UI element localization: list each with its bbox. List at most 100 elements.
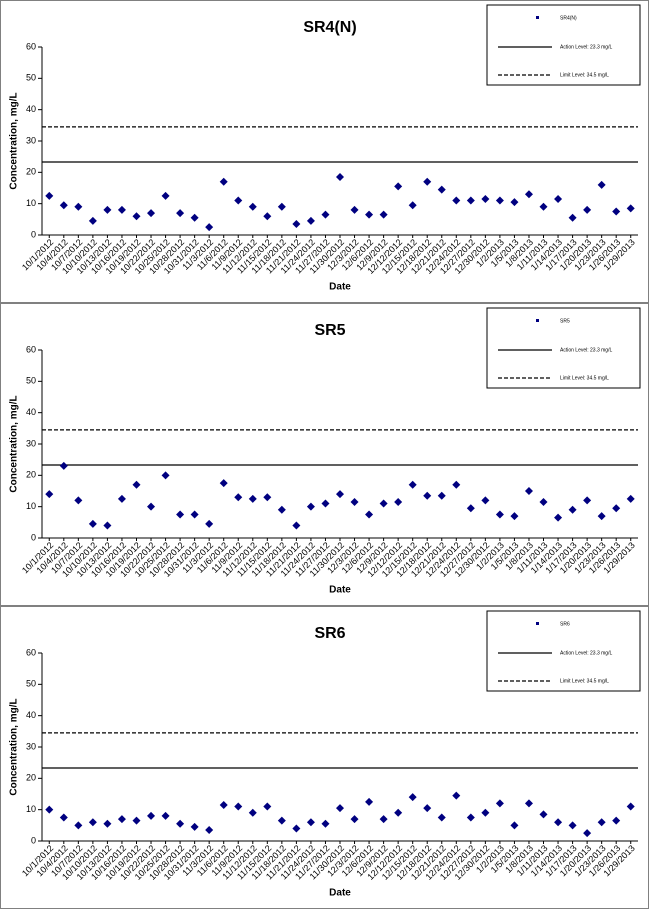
y-tick-label: 50: [26, 679, 36, 689]
data-point: [292, 220, 301, 229]
data-point: [408, 793, 417, 802]
data-point: [176, 819, 185, 828]
data-point: [263, 212, 272, 221]
data-point: [74, 202, 83, 211]
data-point: [481, 808, 490, 817]
data-point: [59, 201, 68, 210]
data-point: [292, 521, 301, 530]
y-tick-label: 20: [26, 773, 36, 783]
data-point: [539, 810, 548, 819]
data-point: [423, 177, 432, 186]
data-point: [437, 185, 446, 194]
data-point: [59, 461, 68, 470]
data-point: [263, 802, 272, 811]
data-point: [481, 194, 490, 203]
data-point: [365, 210, 374, 219]
data-point: [365, 797, 374, 806]
data-point: [510, 198, 519, 207]
data-point: [147, 502, 156, 511]
data-point: [103, 521, 112, 530]
data-point: [205, 826, 214, 835]
legend-label: SR5: [560, 318, 570, 324]
data-point: [176, 209, 185, 218]
data-point: [495, 799, 504, 808]
data-point: [554, 194, 563, 203]
chart-title: SR4(N): [303, 19, 356, 36]
legend-marker: [536, 319, 539, 322]
legend-label: SR6: [560, 621, 570, 627]
data-point: [234, 493, 243, 502]
data-point: [452, 791, 461, 800]
data-point: [147, 209, 156, 218]
data-point: [219, 479, 228, 488]
data-point: [277, 505, 286, 514]
data-point: [437, 813, 446, 822]
data-point: [524, 487, 533, 495]
data-point: [583, 496, 592, 505]
data-point: [74, 496, 83, 505]
data-point: [306, 216, 315, 225]
data-point: [190, 510, 199, 519]
data-point: [45, 805, 54, 814]
data-point: [321, 499, 330, 508]
y-tick-label: 10: [26, 804, 36, 814]
data-point: [306, 502, 315, 511]
data-point: [539, 202, 548, 211]
y-tick-label: 30: [26, 741, 36, 751]
data-point: [263, 493, 272, 502]
legend-box: [486, 307, 641, 389]
data-point: [161, 811, 170, 820]
data-point: [117, 815, 126, 824]
data-point: [350, 497, 359, 506]
data-point: [408, 480, 417, 489]
data-point: [597, 180, 606, 189]
data-point: [103, 205, 112, 214]
data-point: [583, 205, 592, 214]
legend-label: Limit Level: 34.5 mg/L: [560, 678, 609, 684]
data-point: [350, 205, 359, 214]
data-point: [379, 815, 388, 824]
data-point: [612, 207, 621, 216]
data-point: [466, 813, 475, 822]
data-point: [88, 818, 97, 827]
data-point: [117, 205, 126, 214]
data-point: [568, 213, 577, 222]
y-tick-label: 30: [26, 135, 36, 145]
legend-marker: [536, 16, 539, 19]
data-point: [495, 196, 504, 205]
data-point: [394, 808, 403, 817]
legend-label: Action Level: 23.3 mg/L: [560, 347, 612, 353]
legend-label: Limit Level: 34.5 mg/L: [560, 375, 609, 381]
data-point: [350, 815, 359, 824]
data-point: [554, 513, 563, 522]
y-axis-title: Concentration, mg/L: [9, 395, 20, 492]
data-point: [423, 491, 432, 500]
y-tick-label: 10: [26, 501, 36, 511]
data-point: [306, 818, 315, 827]
y-tick-label: 20: [26, 167, 36, 177]
data-point: [321, 819, 330, 828]
data-point: [321, 210, 330, 219]
chart-title: SR6: [314, 625, 345, 642]
data-point: [466, 196, 475, 205]
data-point: [437, 491, 446, 500]
data-point: [132, 816, 141, 825]
data-point: [277, 202, 286, 211]
data-point: [612, 504, 621, 513]
data-point: [554, 818, 563, 827]
data-point: [583, 829, 592, 838]
data-point: [292, 824, 301, 833]
data-point: [103, 819, 112, 828]
legend-label: Action Level: 23.3 mg/L: [560, 650, 612, 656]
data-point: [495, 510, 504, 519]
data-point: [176, 510, 185, 519]
y-tick-label: 40: [26, 104, 36, 114]
data-point: [205, 519, 214, 528]
data-point: [336, 490, 344, 499]
data-point: [190, 822, 199, 831]
data-point: [568, 821, 577, 830]
data-point: [394, 497, 403, 506]
data-point: [147, 811, 156, 820]
